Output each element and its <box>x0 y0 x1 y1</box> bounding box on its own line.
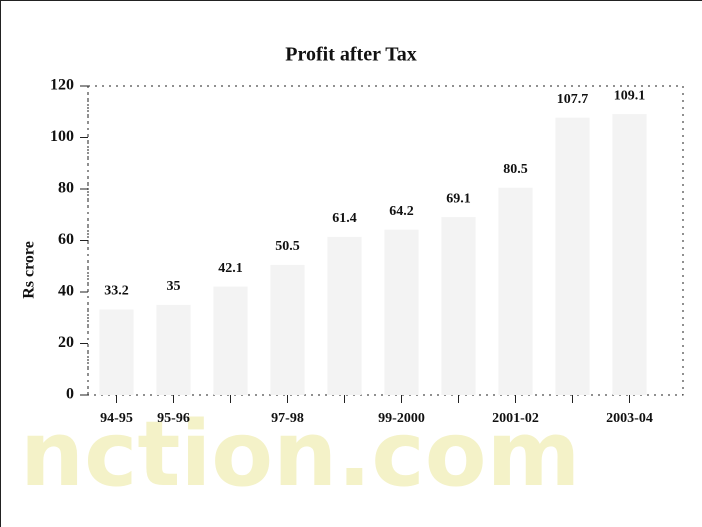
y-tick-label: 40 <box>58 283 74 300</box>
data-label: 80.5 <box>503 162 528 177</box>
bar <box>441 217 476 395</box>
x-tick-label: 94-95 <box>100 411 133 426</box>
bar <box>213 286 248 395</box>
bar <box>555 117 590 396</box>
y-tick-label: 60 <box>58 231 74 248</box>
x-tick-label: 2001-02 <box>492 411 539 426</box>
y-tick-label: 80 <box>58 180 74 197</box>
bar <box>270 264 305 395</box>
chart-title: Profit after Tax <box>285 44 416 66</box>
data-label: 107.7 <box>557 92 589 107</box>
data-label: 61.4 <box>332 211 357 226</box>
x-tick-label: 97-98 <box>271 411 304 426</box>
bar <box>498 187 533 395</box>
y-tick-label: 120 <box>50 77 74 94</box>
bar <box>384 229 419 395</box>
bar <box>327 236 362 395</box>
bar <box>612 114 647 395</box>
bar <box>156 304 191 395</box>
data-label: 69.1 <box>446 191 471 206</box>
bar <box>99 309 134 395</box>
data-label: 33.2 <box>104 284 129 299</box>
data-label: 109.1 <box>614 88 646 103</box>
x-tick-label: 99-2000 <box>378 411 425 426</box>
data-label: 42.1 <box>218 261 243 276</box>
watermark: nction.com <box>20 402 580 507</box>
data-label: 64.2 <box>389 204 414 219</box>
x-tick-label: 2003-04 <box>606 411 653 426</box>
data-label: 50.5 <box>275 239 300 254</box>
y-tick-label: 0 <box>66 386 74 403</box>
y-tick-label: 100 <box>50 128 74 145</box>
y-tick-label: 20 <box>58 334 74 351</box>
x-tick-label: 95-96 <box>157 411 190 426</box>
data-label: 35 <box>167 279 181 294</box>
y-axis-label: Rs crore <box>21 241 38 299</box>
